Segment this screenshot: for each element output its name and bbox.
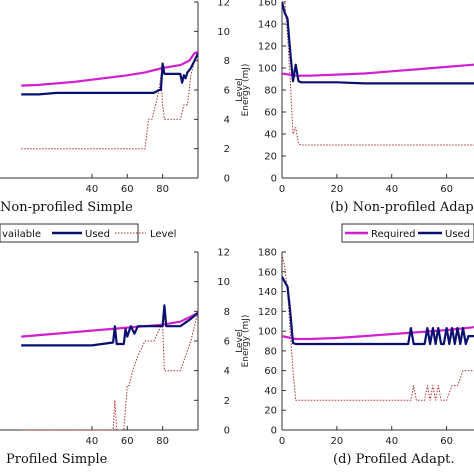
y-tick-label: 40 xyxy=(264,130,277,141)
y-tick-label: 100 xyxy=(258,327,277,338)
series-level xyxy=(21,311,198,431)
x-tick-label: 40 xyxy=(385,436,398,447)
y-tick-label: 0 xyxy=(271,174,277,185)
x-tick-label: 20 xyxy=(330,184,343,195)
legend-left-level: Level xyxy=(150,229,176,240)
y-tick-label: 140 xyxy=(258,287,277,298)
y-tick-label: 160 xyxy=(258,267,277,278)
legend-right-used: Used xyxy=(445,229,470,240)
y-tick-label: 60 xyxy=(264,108,277,119)
y-tick-label: 12 xyxy=(217,248,230,259)
x-tick-label: 0 xyxy=(279,436,285,447)
x-tick-label: 60 xyxy=(440,436,453,447)
x-tick-label: 80 xyxy=(156,436,169,447)
x-tick-label: 80 xyxy=(156,184,169,195)
y-tick-label: 6 xyxy=(224,337,230,348)
y-tick-label: 0 xyxy=(224,426,230,437)
x-tick-label: 40 xyxy=(86,436,99,447)
y-tick-label: 4 xyxy=(224,115,230,126)
series-required xyxy=(282,63,474,77)
legend-left-used: Used xyxy=(85,229,110,240)
series-available xyxy=(21,50,198,87)
caption-b: (b) Non-profiled Adap xyxy=(330,200,474,215)
y-tick-label: 180 xyxy=(258,248,277,259)
legend-left: vailable Used Level xyxy=(0,223,176,243)
legend-left-available: vailable xyxy=(2,229,41,240)
caption-c: Profiled Simple xyxy=(6,452,108,467)
y-tick-label: 120 xyxy=(258,42,277,53)
y-axis-label: Level xyxy=(235,329,245,353)
caption-d: (d) Profiled Adapt. xyxy=(333,452,455,467)
series-used xyxy=(282,276,474,346)
x-tick-label: 60 xyxy=(121,184,134,195)
y-tick-label: 12 xyxy=(217,0,230,9)
panel-d-profiled-adapt: 0 20 40 60 0 20 40 60 80 100 120 140 160 180 Energy (m… xyxy=(241,248,474,447)
y-axis-label: Level xyxy=(235,78,245,102)
x-tick-label: 20 xyxy=(330,436,343,447)
series-used xyxy=(21,52,198,96)
y-tick-label: 20 xyxy=(264,152,277,163)
y-tick-label: 8 xyxy=(224,56,230,67)
legend-right: Required Used xyxy=(341,223,474,243)
x-tick-label: 0 xyxy=(279,184,285,195)
x-tick-label: 60 xyxy=(121,436,134,447)
x-tick-label: 40 xyxy=(385,184,398,195)
y-tick-label: 4 xyxy=(224,366,230,377)
caption-a: Non-profiled Simple xyxy=(0,200,133,215)
series-level xyxy=(21,60,198,150)
y-tick-label: 140 xyxy=(258,20,277,31)
y-tick-label: 20 xyxy=(264,406,277,417)
series-used xyxy=(282,2,474,85)
series-available xyxy=(21,311,198,338)
y-tick-label: 120 xyxy=(258,307,277,318)
y-tick-label: 40 xyxy=(264,386,277,397)
y-tick-label: 8 xyxy=(224,307,230,318)
y-tick-label: 2 xyxy=(224,144,230,155)
series-used xyxy=(21,304,198,347)
y-axis-label: Energy (mJ) xyxy=(241,64,251,117)
y-tick-label: 10 xyxy=(217,277,230,288)
panel-a-non-profiled-simple: 40 60 80 0 2 4 6 8 10 12 Level xyxy=(0,0,245,195)
y-axis-label: Energy (mJ) xyxy=(241,315,251,368)
panel-c-profiled-simple: 40 60 80 0 2 4 6 8 10 12 Level xyxy=(0,248,245,447)
y-tick-label: 0 xyxy=(224,174,230,185)
y-tick-label: 160 xyxy=(258,0,277,9)
y-tick-label: 100 xyxy=(258,64,277,75)
y-tick-label: 80 xyxy=(264,86,277,97)
y-tick-label: 80 xyxy=(264,346,277,357)
y-tick-label: 10 xyxy=(217,27,230,38)
series-level xyxy=(282,253,474,401)
y-tick-label: 6 xyxy=(224,86,230,97)
x-tick-label: 40 xyxy=(86,184,99,195)
legend-right-required: Required xyxy=(371,229,416,240)
y-tick-label: 60 xyxy=(264,366,277,377)
panel-b-non-profiled-adapt: 0 20 40 60 0 20 40 60 80 100 120 140 160 Energy (mJ) xyxy=(241,0,474,195)
y-tick-label: 0 xyxy=(271,426,277,437)
x-tick-label: 60 xyxy=(440,184,453,195)
y-tick-label: 2 xyxy=(224,396,230,407)
